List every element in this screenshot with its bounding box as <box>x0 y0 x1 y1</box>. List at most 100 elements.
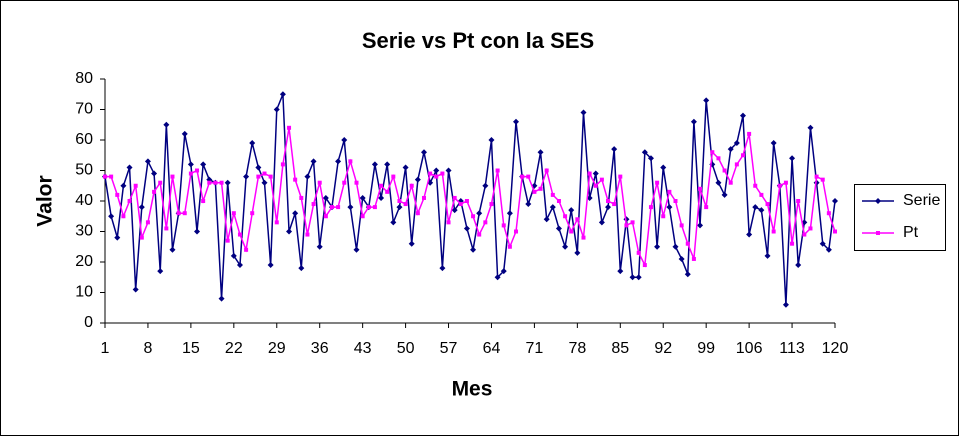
point <box>132 286 139 293</box>
point <box>506 210 513 217</box>
point <box>624 223 629 228</box>
point <box>354 180 359 185</box>
point <box>463 225 470 232</box>
point <box>138 204 145 211</box>
point <box>606 199 611 203</box>
series-line <box>104 93 836 305</box>
point <box>543 216 550 223</box>
point <box>666 204 673 211</box>
point <box>673 199 678 203</box>
point <box>195 168 200 173</box>
point <box>164 226 169 231</box>
point <box>329 205 334 210</box>
point <box>244 247 249 252</box>
y-tick-label: 40 <box>75 192 93 209</box>
point <box>200 161 207 168</box>
point <box>716 156 721 161</box>
point <box>611 146 618 153</box>
point <box>182 211 187 216</box>
point <box>144 158 151 165</box>
point <box>279 91 286 98</box>
point <box>114 234 121 241</box>
point <box>636 250 641 255</box>
point <box>299 195 304 200</box>
point <box>526 174 531 179</box>
legend-marker <box>875 198 881 204</box>
point <box>618 174 623 179</box>
point <box>739 112 746 119</box>
point <box>820 177 825 182</box>
point <box>483 220 488 225</box>
point <box>446 220 451 225</box>
point <box>685 241 690 246</box>
point <box>525 201 532 208</box>
point <box>261 179 268 186</box>
point <box>194 228 201 235</box>
x-tick-label: 106 <box>736 340 763 357</box>
point <box>642 263 647 268</box>
point <box>593 183 598 188</box>
point <box>188 171 193 176</box>
point <box>753 183 758 188</box>
point <box>163 121 170 128</box>
point <box>390 219 397 226</box>
point <box>316 243 323 250</box>
point <box>372 205 377 210</box>
point <box>243 173 250 180</box>
point <box>391 174 396 179</box>
point <box>477 232 482 237</box>
point <box>108 213 115 220</box>
point <box>734 162 739 167</box>
point <box>379 183 384 188</box>
point <box>826 211 831 216</box>
point <box>403 202 408 207</box>
point <box>550 192 555 197</box>
point <box>537 149 544 156</box>
point <box>764 252 771 259</box>
point <box>353 246 360 253</box>
point <box>219 180 224 185</box>
point <box>280 162 285 167</box>
point <box>341 137 348 143</box>
point <box>230 252 237 259</box>
point <box>544 168 549 173</box>
point <box>231 211 236 216</box>
x-tick-label: 99 <box>697 340 715 357</box>
point <box>575 217 580 222</box>
point <box>286 228 293 235</box>
point <box>580 109 587 116</box>
point <box>421 195 426 200</box>
point <box>262 171 267 176</box>
point <box>464 199 469 203</box>
y-axis-title: Valor <box>34 175 57 226</box>
point <box>255 164 262 171</box>
x-tick-label: 8 <box>143 340 152 357</box>
point <box>513 118 520 125</box>
x-tick-label: 85 <box>611 340 629 357</box>
point <box>733 140 740 147</box>
point <box>629 274 636 281</box>
point <box>378 194 385 201</box>
point <box>777 183 782 188</box>
point <box>218 295 225 302</box>
point <box>690 118 697 125</box>
y-tick-label: 70 <box>75 101 93 118</box>
point <box>514 229 519 234</box>
point <box>667 189 672 194</box>
point <box>612 202 617 207</box>
point <box>587 171 592 176</box>
point <box>796 199 801 203</box>
point <box>267 262 274 269</box>
point <box>592 170 599 177</box>
point <box>654 243 661 250</box>
point <box>759 192 764 197</box>
point <box>115 192 120 197</box>
point <box>304 173 311 180</box>
point <box>555 225 562 232</box>
point <box>771 229 776 234</box>
point <box>617 268 624 275</box>
point <box>274 220 279 225</box>
point <box>433 167 440 174</box>
x-tick-label: 120 <box>822 340 849 357</box>
